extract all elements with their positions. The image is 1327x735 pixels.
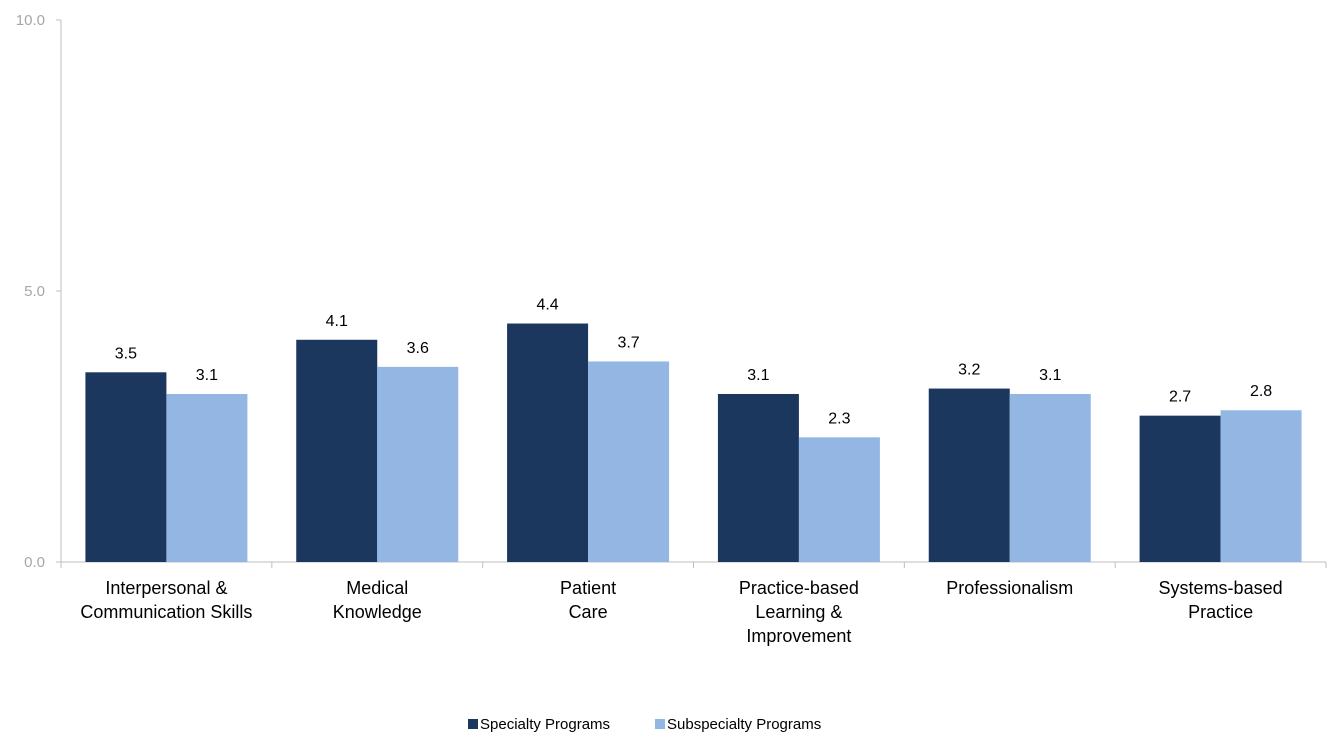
x-category-label: Patient Care [560,578,616,622]
x-category-label-line: Interpersonal & [105,578,227,598]
bar-specialty [85,372,167,562]
x-category-label: Practice-based Learning & Improvement [739,578,859,646]
x-category-label-line: Systems-based [1159,578,1283,598]
bar-specialty [1139,415,1221,562]
data-label: 2.3 [828,410,850,427]
x-category-label-line: Patient [560,578,616,598]
x-category-label-line: Care [569,602,608,622]
bar-subspecialty [798,437,880,562]
chart-legend: Specialty Programs Subspecialty Programs [468,716,821,733]
y-tick-label: 0.0 [24,554,45,571]
x-category-label-line: Practice [1188,602,1253,622]
data-label: 3.1 [747,367,769,384]
data-label: 2.7 [1169,389,1191,406]
x-category-label-line: Practice-based [739,578,859,598]
data-label: 3.5 [115,345,137,362]
x-category-label-line: Professionalism [946,578,1073,598]
x-category-label: Medical Knowledge [333,578,422,622]
bar-specialty [296,339,378,562]
legend-swatch [468,719,478,729]
bar-specialty [717,393,799,562]
x-category-label: Professionalism [946,578,1073,598]
y-tick-label: 10.0 [16,12,45,29]
legend-label: Subspecialty Programs [667,716,821,733]
chart-bars [85,323,1302,562]
data-label: 3.1 [196,367,218,384]
bar-subspecialty [166,393,248,562]
chart-labels: 3.5 3.1 Interpersonal & Communication Skill… [80,297,1282,646]
data-label: 3.1 [1039,367,1061,384]
bar-subspecialty [1009,393,1091,562]
x-category-label-line: Medical [346,578,408,598]
bar-subspecialty [377,366,459,562]
x-category-label: Systems-based Practice [1159,578,1283,622]
data-label: 3.2 [958,362,980,379]
data-label: 3.7 [617,334,639,351]
y-tick-label: 5.0 [24,283,45,300]
legend-swatch [655,719,665,729]
bar-subspecialty [1220,410,1302,562]
data-label: 3.6 [407,340,429,357]
chart-axes: 0.0 5.0 10.0 [16,12,1327,571]
bar-specialty [928,388,1010,562]
data-label: 2.8 [1250,383,1272,400]
x-category-label-line: Improvement [746,626,851,646]
data-label: 4.1 [326,313,348,330]
bar-subspecialty [588,361,670,562]
x-category-label-line: Knowledge [333,602,422,622]
x-category-label-line: Communication Skills [80,602,252,622]
x-category-label: Interpersonal & Communication Skills [80,578,252,622]
bar-specialty [507,323,589,562]
legend-label: Specialty Programs [480,716,610,733]
x-category-label-line: Learning & [755,602,842,622]
data-label: 4.4 [536,297,558,314]
